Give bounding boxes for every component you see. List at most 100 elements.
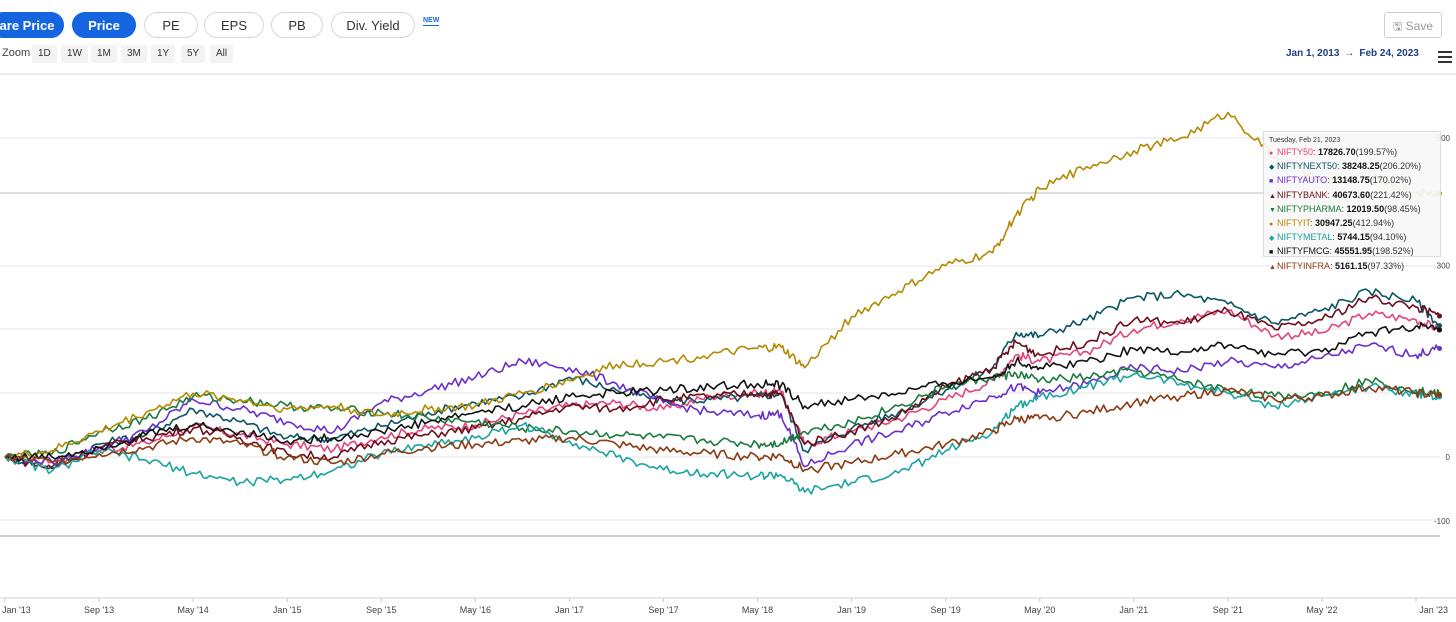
tooltip-value: 5744.15 (1337, 232, 1370, 243)
tooltip-series-name: NIFTYFMCG (1277, 246, 1330, 257)
tooltip-change: (170.02%) (1369, 175, 1412, 186)
tab-eps[interactable]: EPS (204, 12, 264, 38)
tooltip-series-name: NIFTYNEXT50 (1277, 161, 1338, 172)
x-tick-label: Sep '19 (931, 605, 961, 615)
series-line-niftynext50 (4, 288, 1440, 470)
series-line-niftyinfra (4, 384, 1441, 474)
x-tick-label: May '20 (1024, 605, 1055, 615)
x-tick-label: Sep '13 (84, 605, 114, 615)
zoom-label: Zoom (2, 47, 31, 59)
x-tick-label: May '22 (1306, 605, 1337, 615)
tooltip-series-name: NIFTYAUTO (1277, 175, 1328, 186)
series-marker-icon: ▼ (1269, 206, 1276, 214)
series-end-point (1437, 313, 1443, 319)
series-marker-icon: ● (1269, 150, 1274, 157)
tab-pb[interactable]: PB (271, 12, 323, 38)
zoom-3m-button[interactable]: 3M (121, 45, 147, 63)
date-to[interactable]: Feb 24, 2023 (1359, 48, 1419, 59)
tooltip-row: ● NIFTYIT: 30947.25(412.94%) (1269, 217, 1436, 231)
new-badge: NEW (423, 17, 440, 26)
y-tick-label: 500 (1437, 134, 1451, 143)
tooltip-series-name: NIFTYPHARMA (1277, 203, 1342, 214)
series-marker-icon: ◆ (1269, 235, 1275, 243)
zoom-1w-button[interactable]: 1W (61, 45, 88, 63)
series-marker-icon: ◆ (1269, 164, 1275, 172)
date-range: Jan 1, 2013 → Feb 24, 2023 (1286, 48, 1419, 59)
y-tick-label: -100 (1434, 517, 1451, 526)
x-tick-label: Jan '15 (273, 605, 302, 615)
zoom-1y-button[interactable]: 1Y (151, 45, 176, 63)
tooltip-value: 5161.15 (1335, 260, 1368, 271)
tooltip-series-name: NIFTYIT (1277, 218, 1310, 229)
x-tick-label: May '18 (742, 605, 773, 615)
tooltip-change: (221.42%) (1370, 189, 1412, 200)
tooltip-row: ◆ NIFTYMETAL: 5744.15(94.10%) (1269, 231, 1436, 245)
y-tick-label: 300 (1437, 262, 1451, 271)
chart-tooltip: Tuesday, Feb 21, 2023 ● NIFTY50: 17826.70… (1263, 131, 1441, 271)
tooltip-row: ● NIFTY50: 17826.70(199.57%) (1269, 146, 1436, 160)
series-line-niftymetal (4, 372, 1440, 495)
save-label: Save (1405, 19, 1434, 33)
series-marker-icon: ▲ (1269, 263, 1276, 271)
x-tick-label: May '16 (460, 605, 491, 615)
save-icon: 🖫 (1392, 21, 1403, 33)
y-tick-label: 0 (1446, 453, 1451, 462)
tooltip-change: (97.33%) (1367, 260, 1405, 271)
tooltip-value: 12019.50 (1346, 203, 1385, 214)
series-line-niftyit (4, 111, 1441, 462)
date-arrow: → (1344, 48, 1355, 59)
zoom-1m-button[interactable]: 1M (91, 45, 117, 63)
save-button[interactable]: 🖫 Save (1384, 12, 1442, 38)
series-end-point (1437, 392, 1443, 398)
tab-div-yield[interactable]: Div. Yield (331, 12, 415, 38)
series-marker-icon: ▲ (1269, 192, 1276, 200)
x-tick-label: Sep '21 (1213, 605, 1243, 615)
hamburger-menu-icon[interactable] (1438, 51, 1452, 66)
x-tick-label: Sep '17 (648, 605, 678, 615)
x-tick-label: Jan '19 (837, 605, 866, 615)
tooltip-change: (94.10%) (1369, 232, 1407, 243)
x-tick-label: May '14 (178, 605, 209, 615)
tooltip-value: 17826.70 (1318, 147, 1356, 157)
series-end-point (1437, 327, 1443, 333)
tooltip-value: 30947.25 (1315, 218, 1353, 229)
zoom-all-button[interactable]: All (210, 45, 234, 63)
tooltip-row: ◆ NIFTYNEXT50: 38248.25(206.20%) (1269, 160, 1436, 174)
tooltip-row: ▼NIFTYPHARMA: 12019.50(98.45%) (1269, 203, 1436, 217)
tooltip-value: 13148.75 (1332, 175, 1370, 186)
series-end-point (1437, 323, 1443, 329)
zoom-1d-button[interactable]: 1D (32, 45, 57, 63)
x-tick-label: Jan '21 (1119, 605, 1148, 615)
tooltip-series-name: NIFTYBANK (1277, 189, 1328, 200)
tooltip-value: 38248.25 (1342, 161, 1380, 172)
series-line-niftyfmcg (4, 322, 1440, 462)
x-tick-label: Jan '17 (555, 605, 584, 615)
tooltip-change: (206.20%) (1379, 161, 1422, 172)
zoom-5y-button[interactable]: 5Y (181, 45, 206, 63)
tooltip-value: 45551.95 (1334, 246, 1373, 257)
series-line-niftybank (5, 294, 1441, 470)
tooltip-row: ▲NIFTYINFRA: 5161.15(97.33%) (1269, 260, 1436, 274)
series-marker-icon: ■ (1269, 178, 1274, 186)
series-marker-icon: ■ (1269, 249, 1274, 257)
tooltip-change: (412.94%) (1352, 218, 1395, 229)
tooltip-value: 40673.60 (1332, 189, 1371, 200)
tooltip-change: (199.57%) (1355, 147, 1398, 157)
tab-share-price[interactable]: are Price (0, 12, 64, 38)
series-marker-icon: ● (1269, 221, 1274, 229)
tab-price[interactable]: Price (72, 12, 136, 38)
tooltip-change: (98.45%) (1384, 203, 1421, 214)
tooltip-row: ■ NIFTYFMCG: 45551.95(198.52%) (1269, 245, 1436, 259)
series-line-niftyauto (4, 342, 1440, 468)
tooltip-series-name: NIFTYMETAL (1277, 232, 1333, 243)
series-end-point (1437, 346, 1443, 352)
tooltip-series-name: NIFTY50 (1277, 147, 1314, 157)
x-tick-label: Sep '15 (366, 605, 396, 615)
tooltip-series-name: NIFTYINFRA (1277, 260, 1330, 271)
tooltip-row: ■ NIFTYAUTO: 13148.75(170.02%) (1269, 174, 1436, 188)
date-from[interactable]: Jan 1, 2013 (1286, 48, 1340, 59)
tab-pe[interactable]: PE (144, 12, 198, 38)
tooltip-change: (198.52%) (1372, 246, 1414, 257)
x-tick-label: Jan '13 (2, 605, 31, 615)
